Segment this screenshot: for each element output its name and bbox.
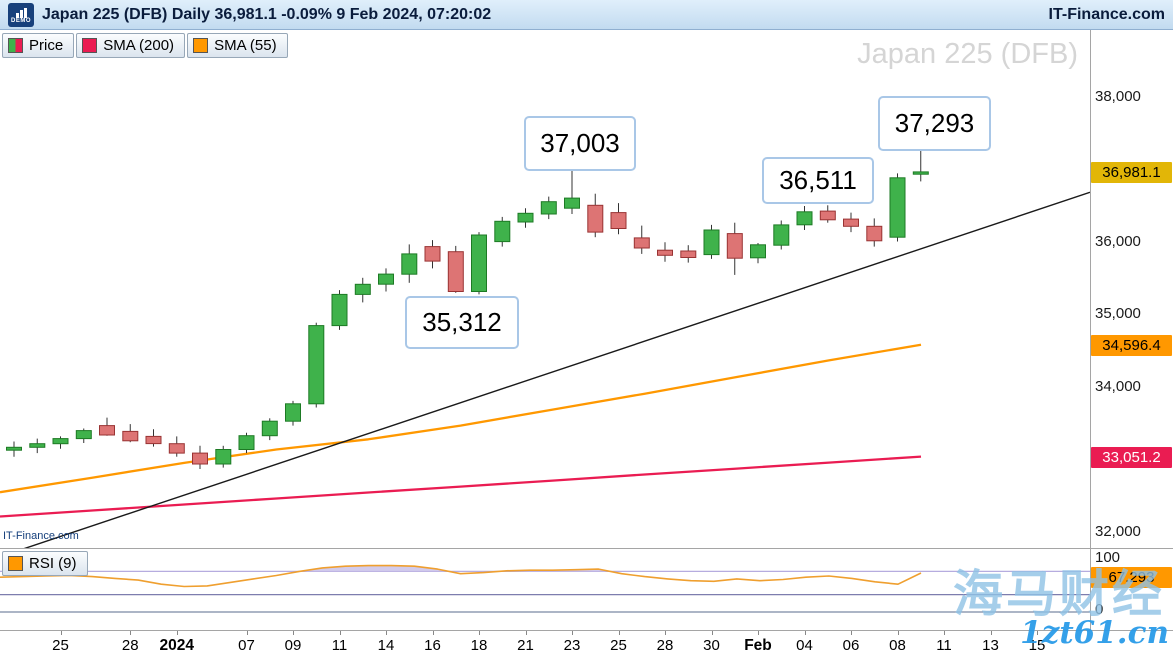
x-axis-tick — [618, 631, 620, 635]
x-axis-label: 14 — [377, 637, 395, 654]
x-axis-label: 25 — [52, 637, 69, 654]
x-axis-label: 11 — [331, 637, 348, 654]
bar-chart-icon — [15, 7, 27, 18]
price-chart-canvas[interactable] — [0, 30, 1090, 548]
x-axis-label: 08 — [889, 637, 906, 654]
x-axis-tick — [572, 631, 573, 635]
x-axis-tick — [525, 631, 527, 635]
x-axis-label: 28 — [121, 637, 139, 654]
price-axis-divider — [1090, 30, 1091, 630]
last-price-box: 36,981.1 — [1091, 162, 1172, 183]
x-axis-tick — [60, 631, 62, 635]
sma-200-line — [0, 455, 922, 518]
x-axis-label: 16 — [424, 637, 441, 654]
legend-sma200-label: SMA (200) — [103, 37, 175, 54]
trend-line[interactable] — [0, 191, 1090, 548]
x-axis-label: 11 — [936, 637, 952, 654]
price-axis-label: 38,000 — [1095, 88, 1141, 105]
price-axis-label: 34,000 — [1095, 378, 1141, 395]
x-axis-label: 25 — [610, 637, 627, 654]
price-annotation[interactable]: 36,511 — [762, 157, 874, 204]
x-axis-tick — [246, 631, 248, 635]
url-watermark: 1zt61.cn — [1020, 615, 1169, 651]
legend-rsi[interactable]: RSI (9) — [2, 551, 88, 576]
price-axis-label: 35,000 — [1095, 305, 1141, 322]
x-axis-tick — [479, 631, 480, 635]
x-axis-tick — [711, 631, 713, 635]
legend-sma200[interactable]: SMA (200) — [76, 33, 186, 58]
legend-sma55[interactable]: SMA (55) — [187, 33, 288, 58]
demo-badge: DEMO — [11, 17, 31, 24]
legend-rsi-label: RSI (9) — [29, 555, 77, 572]
rsi-overbought-fill — [299, 565, 611, 572]
candles[interactable] — [6, 149, 929, 469]
rsi-line — [0, 564, 922, 588]
rsi-legend: RSI (9) — [2, 551, 88, 576]
provider-brand: IT-Finance.com — [1048, 5, 1165, 23]
x-axis-tick — [130, 631, 132, 635]
x-axis-label: 13 — [982, 637, 999, 654]
x-axis-tick — [176, 631, 178, 635]
rsi-swatch-icon — [8, 556, 23, 571]
x-axis-label: 28 — [656, 637, 674, 654]
x-axis-tick — [339, 631, 341, 635]
x-axis-tick — [897, 631, 899, 635]
sma55-value-box: 34,596.4 — [1091, 335, 1172, 356]
x-axis-label: 30 — [703, 637, 720, 654]
x-axis-label: Feb — [744, 637, 772, 654]
x-axis-label: 09 — [284, 637, 302, 654]
sma55-swatch-icon — [193, 38, 209, 53]
x-axis-tick — [990, 631, 992, 635]
x-axis-label: 06 — [842, 637, 860, 654]
chart-title: Japan 225 (DFB) Daily 36,981.1 -0.09% 9 … — [42, 5, 492, 23]
x-axis-tick — [432, 631, 434, 635]
legend-price-label: Price — [29, 37, 64, 54]
rsi-pane-canvas[interactable] — [0, 548, 1090, 630]
x-axis-label: 21 — [517, 637, 534, 654]
legend-price[interactable]: Price — [2, 33, 75, 58]
price-swatch-icon — [8, 38, 23, 53]
x-axis-label: 2024 — [159, 637, 194, 654]
x-axis-tick — [944, 631, 945, 635]
price-annotation[interactable]: 37,003 — [524, 116, 636, 171]
platform-logo-icon: DEMO — [8, 2, 34, 27]
price-annotation[interactable]: 35,312 — [405, 296, 519, 349]
sma200-swatch-icon — [82, 38, 98, 53]
price-axis-label: 36,000 — [1095, 233, 1141, 250]
title-bar: DEMO Japan 225 (DFB) Daily 36,981.1 -0.0… — [0, 0, 1173, 30]
x-axis-tick — [293, 631, 294, 635]
chart-watermark: Japan 225 (DFB) — [857, 38, 1078, 70]
x-axis-tick — [758, 631, 759, 635]
sma-55-line — [0, 343, 922, 494]
x-axis-label: 04 — [796, 637, 813, 654]
price-annotation[interactable]: 37,293 — [878, 96, 991, 151]
x-axis-label: 07 — [238, 637, 255, 654]
price-axis-label: 32,000 — [1095, 523, 1141, 540]
brand-small: IT-Finance.com — [3, 530, 79, 542]
sma200-value-box: 33,051.2 — [1091, 447, 1172, 468]
legend-sma55-label: SMA (55) — [214, 37, 277, 54]
main-legend: Price SMA (200) SMA (55) — [2, 33, 288, 58]
x-axis-label: 18 — [470, 637, 488, 654]
rsi-levels — [0, 570, 1090, 613]
x-axis-tick — [386, 631, 387, 635]
x-axis-tick — [804, 631, 806, 635]
axis-divider — [0, 630, 1173, 631]
pane-divider[interactable] — [0, 548, 1173, 549]
x-axis-tick — [851, 631, 852, 635]
x-axis-label: 23 — [563, 637, 581, 654]
x-axis-tick — [665, 631, 666, 635]
